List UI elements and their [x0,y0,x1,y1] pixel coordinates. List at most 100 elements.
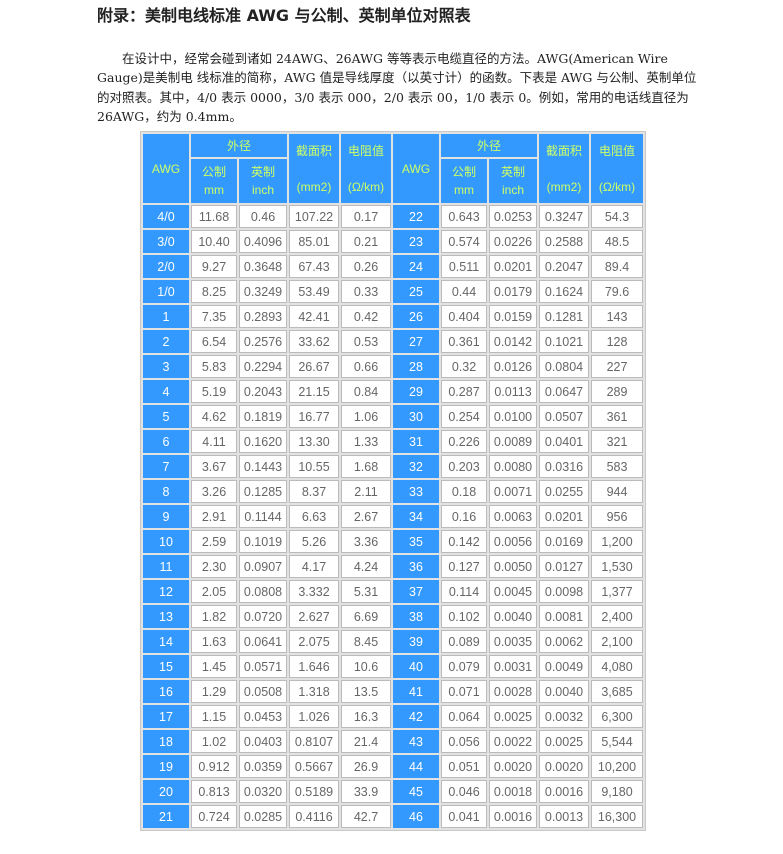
awg-gauge-cell: 12 [143,580,189,603]
header-text: 截面积 [545,143,582,158]
value-cell: 0.0100 [489,405,537,428]
value-cell: 0.404 [441,305,487,328]
value-cell: 1.29 [191,680,237,703]
intro-paragraph: 在设计中，经常会碰到诸如 24AWG、26AWG 等等表示电缆直径的方法。AWG… [97,50,697,125]
header-text: AWG [401,162,431,176]
value-cell: 1.646 [289,655,339,678]
value-cell: 1.15 [191,705,237,728]
value-cell: 7.35 [191,305,237,328]
awg-gauge-cell: 3 [143,355,189,378]
value-cell: 0.0126 [489,355,537,378]
value-cell: 1.06 [341,405,391,428]
value-cell: 0.0253 [489,205,537,228]
value-cell: 0.2047 [539,255,589,278]
value-cell: 0.511 [441,255,487,278]
value-cell: 0.8107 [289,730,339,753]
awg-gauge-cell: 14 [143,630,189,653]
value-cell: 0.33 [341,280,391,303]
value-cell: 1,377 [591,580,643,603]
value-cell: 0.0201 [539,505,589,528]
value-cell: 6,300 [591,705,643,728]
value-cell: 0.0255 [539,480,589,503]
value-cell: 0.142 [441,530,487,553]
value-cell: 0.0031 [489,655,537,678]
awg-gauge-cell: 4/0 [143,205,189,228]
header-awg: AWG [143,134,189,203]
value-cell: 0.1620 [239,430,287,453]
table-row: 6 4.11 0.1620 13.30 1.33 31 0.226 0.0089 0.0401 3… [143,430,643,453]
awg-gauge-cell: 1 [143,305,189,328]
value-cell: 0.0169 [539,530,589,553]
value-cell: 21.15 [289,380,339,403]
value-cell: 956 [591,505,643,528]
value-cell: 0.32 [441,355,487,378]
header-text: 公制 [451,165,476,179]
value-cell: 10.40 [191,230,237,253]
header-area: 截面积 (mm2) [289,134,339,203]
value-cell: 0.0020 [489,755,537,778]
header-text: (mm2) [546,179,582,194]
value-cell: 0.813 [191,780,237,803]
value-cell: 0.0508 [239,680,287,703]
table-row: 5 4.62 0.1819 16.77 1.06 30 0.254 0.0100 0.0507 3… [143,405,643,428]
value-cell: 13.5 [341,680,391,703]
awg-gauge-cell: 2 [143,330,189,353]
awg-gauge-cell: 26 [393,305,439,328]
value-cell: 1.026 [289,705,339,728]
awg-table: AWG 外径 截面积 (mm2) 电阻值 (Ω/km) AWG 外径 截面积 (mm2) 电阻值 (Ω… [140,131,646,831]
value-cell: 4.62 [191,405,237,428]
value-cell: 0.0226 [489,230,537,253]
value-cell: 0.0285 [239,805,287,828]
value-cell: 0.18 [441,480,487,503]
value-cell: 53.49 [289,280,339,303]
table-row: 16 1.29 0.0508 1.318 13.5 41 0.071 0.0028 0.0040… [143,680,643,703]
value-cell: 0.16 [441,505,487,528]
value-cell: 0.0016 [539,780,589,803]
header-imperial: 英制 inch [239,159,287,203]
value-cell: 0.1819 [239,405,287,428]
table-row: 8 3.26 0.1285 8.37 2.11 33 0.18 0.0071 0.0255 944 [143,480,643,503]
value-cell: 0.724 [191,805,237,828]
header-text: mm [454,183,474,197]
header-text: 电阻值 [598,143,635,158]
awg-gauge-cell: 40 [393,655,439,678]
value-cell: 0.1443 [239,455,287,478]
table-row: 17 1.15 0.0453 1.026 16.3 42 0.064 0.0025 0.0032… [143,705,643,728]
value-cell: 0.2294 [239,355,287,378]
table-row: 3/0 10.40 0.4096 85.01 0.21 23 0.574 0.0226 0.25… [143,230,643,253]
value-cell: 48.5 [591,230,643,253]
table-row: 3 5.83 0.2294 26.67 0.66 28 0.32 0.0126 0.0804 22… [143,355,643,378]
value-cell: 2.075 [289,630,339,653]
awg-gauge-cell: 8 [143,480,189,503]
value-cell: 2.67 [341,505,391,528]
awg-gauge-cell: 28 [393,355,439,378]
value-cell: 0.0179 [489,280,537,303]
value-cell: 2.05 [191,580,237,603]
value-cell: 6.54 [191,330,237,353]
awg-gauge-cell: 41 [393,680,439,703]
value-cell: 0.5189 [289,780,339,803]
value-cell: 0.0049 [539,655,589,678]
value-cell: 0.0056 [489,530,537,553]
value-cell: 128 [591,330,643,353]
value-cell: 11.68 [191,205,237,228]
value-cell: 0.0720 [239,605,287,628]
value-cell: 0.0025 [489,705,537,728]
value-cell: 0.0013 [539,805,589,828]
awg-gauge-cell: 7 [143,455,189,478]
value-cell: 0.574 [441,230,487,253]
awg-gauge-cell: 4 [143,380,189,403]
value-cell: 1.318 [289,680,339,703]
awg-gauge-cell: 38 [393,605,439,628]
value-cell: 0.361 [441,330,487,353]
awg-gauge-cell: 43 [393,730,439,753]
awg-gauge-cell: 24 [393,255,439,278]
value-cell: 0.0018 [489,780,537,803]
table-row: 20 0.813 0.0320 0.5189 33.9 45 0.046 0.0018 0.00… [143,780,643,803]
value-cell: 1,530 [591,555,643,578]
header-text: (mm2) [296,179,332,194]
value-cell: 85.01 [289,230,339,253]
value-cell: 0.0647 [539,380,589,403]
table-row: 2/0 9.27 0.3648 67.43 0.26 24 0.511 0.0201 0.204… [143,255,643,278]
awg-gauge-cell: 22 [393,205,439,228]
